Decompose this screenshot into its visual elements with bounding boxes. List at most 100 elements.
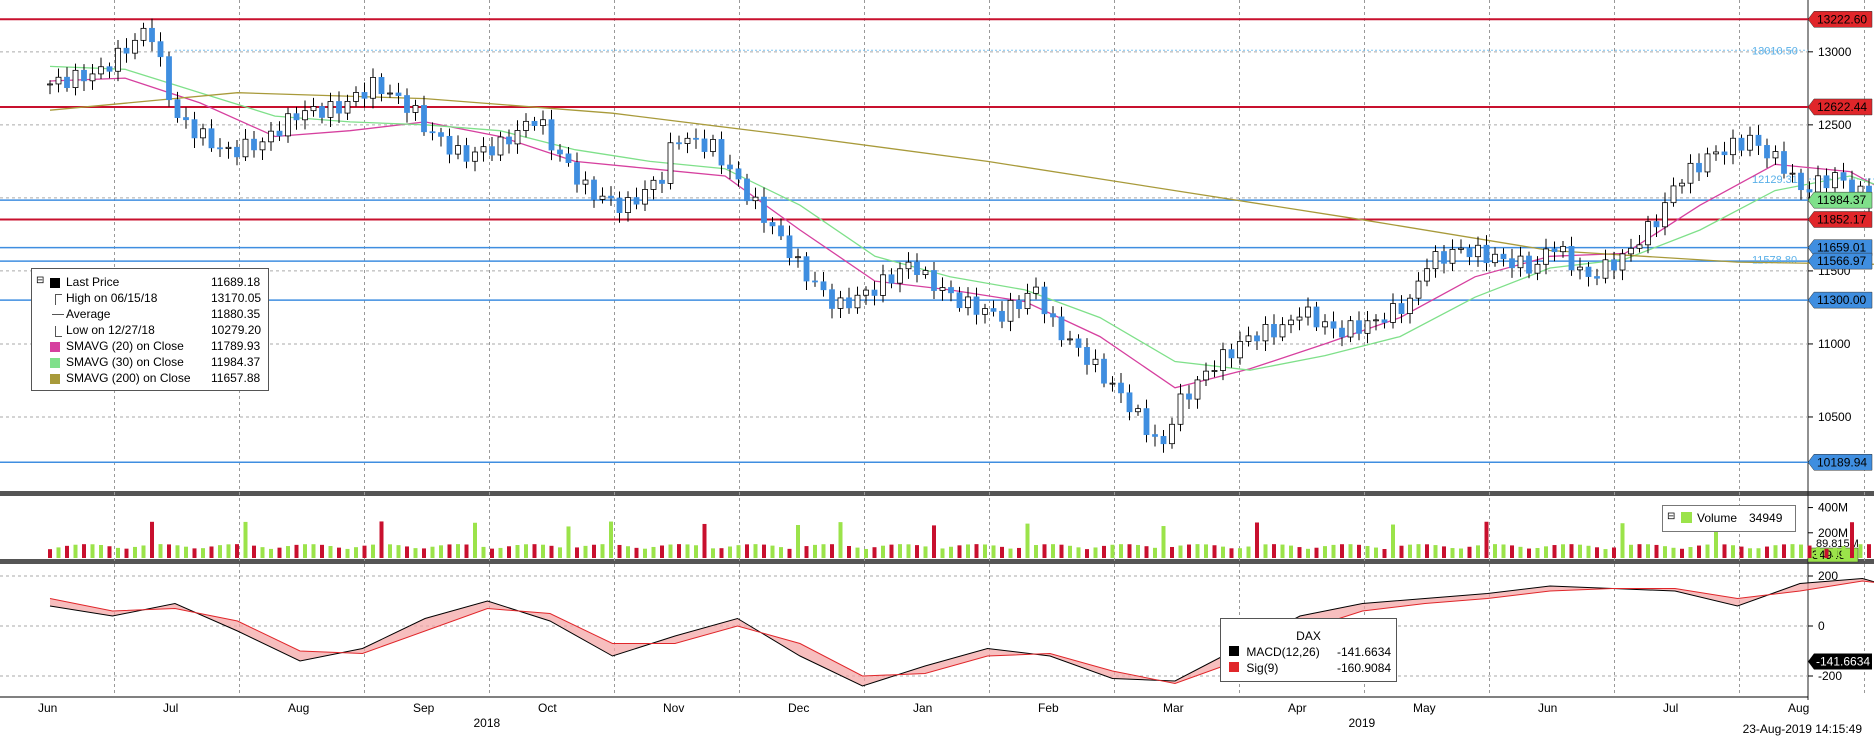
volume-current-label: 34949 [1812,548,1846,562]
candle-body [1670,185,1677,204]
candle-body [234,146,240,158]
volume-bar [56,547,61,558]
candle-body [1279,324,1286,338]
volume-bar [1595,547,1599,558]
candle-body [446,135,453,155]
candle-body [1645,221,1651,246]
volume-bar [1127,544,1132,558]
candle-body [1109,382,1116,385]
volume-bar [830,544,834,558]
collapse-icon[interactable]: ⊟ [1667,511,1676,522]
candle-body [642,189,648,205]
candle-body [81,69,87,82]
candle-body [1679,182,1685,187]
volume-bar [1306,548,1310,558]
candle-body [548,119,555,151]
candle-body [1585,266,1592,277]
price-tag-label: 11984.37 [1817,193,1866,207]
legend-value: 11657.88 [211,371,261,385]
candle-body [837,297,844,309]
volume-swatch [1681,512,1692,523]
candle-body [1288,319,1294,326]
volume-bar [99,544,103,558]
volume-bar [1357,544,1361,558]
legend-swatch [50,358,60,368]
candle-body [795,256,801,259]
candle-body [701,138,708,152]
candle-body [786,235,793,259]
volume-bar [1340,544,1344,558]
volume-bar [107,546,112,558]
volume-bar [371,544,375,558]
price-tag: 11659.01 [1807,239,1873,256]
volume-bar [1450,548,1455,558]
legend-label: SMAVG (200) on Close [66,371,191,385]
volume-bar [745,544,749,558]
candle-body [1160,435,1167,445]
legend-value: 10279.20 [211,323,262,337]
candle-body [1007,299,1014,322]
volume-bar [864,548,868,558]
candle-body [319,106,325,118]
candle-body [1364,320,1371,334]
volume-bar [923,546,928,558]
price-tag-box [1807,11,1873,28]
volume-bar [940,548,945,558]
candle-body [497,136,504,156]
macd-current-tag [1808,653,1872,670]
price-tag-box [1807,211,1873,228]
volume-bar [388,544,392,558]
volume-bar [1620,523,1625,558]
volume-bar [1416,544,1421,558]
volume-bar [1841,546,1846,558]
month-label: Nov [663,701,684,715]
volume-bar [609,521,613,558]
volume-bar [1051,544,1055,558]
candle-body [1347,320,1354,338]
candle-body [1398,303,1405,314]
volume-bar [439,545,443,558]
volume-bar [813,544,817,558]
candle-body [1704,153,1711,173]
volume-bar [711,548,715,558]
volume-bar [1221,546,1225,558]
macd-swatch [1229,646,1239,656]
volume-bar [855,547,860,558]
volume-bar [1765,546,1769,558]
volume-bar [1076,547,1081,558]
volume-bar [422,548,426,558]
candle-body [693,137,699,140]
macd-label: MACD(12,26) [1246,645,1320,659]
candle-body [846,297,852,309]
candle-body [1415,280,1422,299]
candle-body [1305,306,1311,318]
candle-body [387,92,393,95]
price-tag: 12622.44 [1807,98,1873,116]
volume-bar [90,544,95,558]
candle-body [684,137,691,144]
candle-body [1577,266,1583,271]
candle-body [897,268,903,284]
volume-bar [1476,545,1480,558]
candle-body [1789,172,1796,175]
volume-bar [770,545,775,558]
volume-bar [192,548,197,558]
candle-body [1687,162,1694,184]
candle-body [208,128,215,149]
volume-bar [507,546,511,558]
candle-body [922,270,929,275]
candle-body [1602,259,1609,279]
volume-bar [549,545,554,558]
collapse-icon[interactable]: ⊟ [36,275,45,286]
price-tag-label: 11852.17 [1817,212,1866,226]
volume-bar [634,547,639,558]
candle-body [1390,303,1396,323]
volume-bar [226,544,231,558]
volume-bar [1238,548,1242,558]
candle-body [1033,286,1039,294]
volume-bar [1017,547,1021,558]
legend-value: 11689.18 [211,275,261,289]
price-tag-box [1807,252,1873,270]
volume-bar [345,548,350,558]
candle-body [1075,338,1082,348]
